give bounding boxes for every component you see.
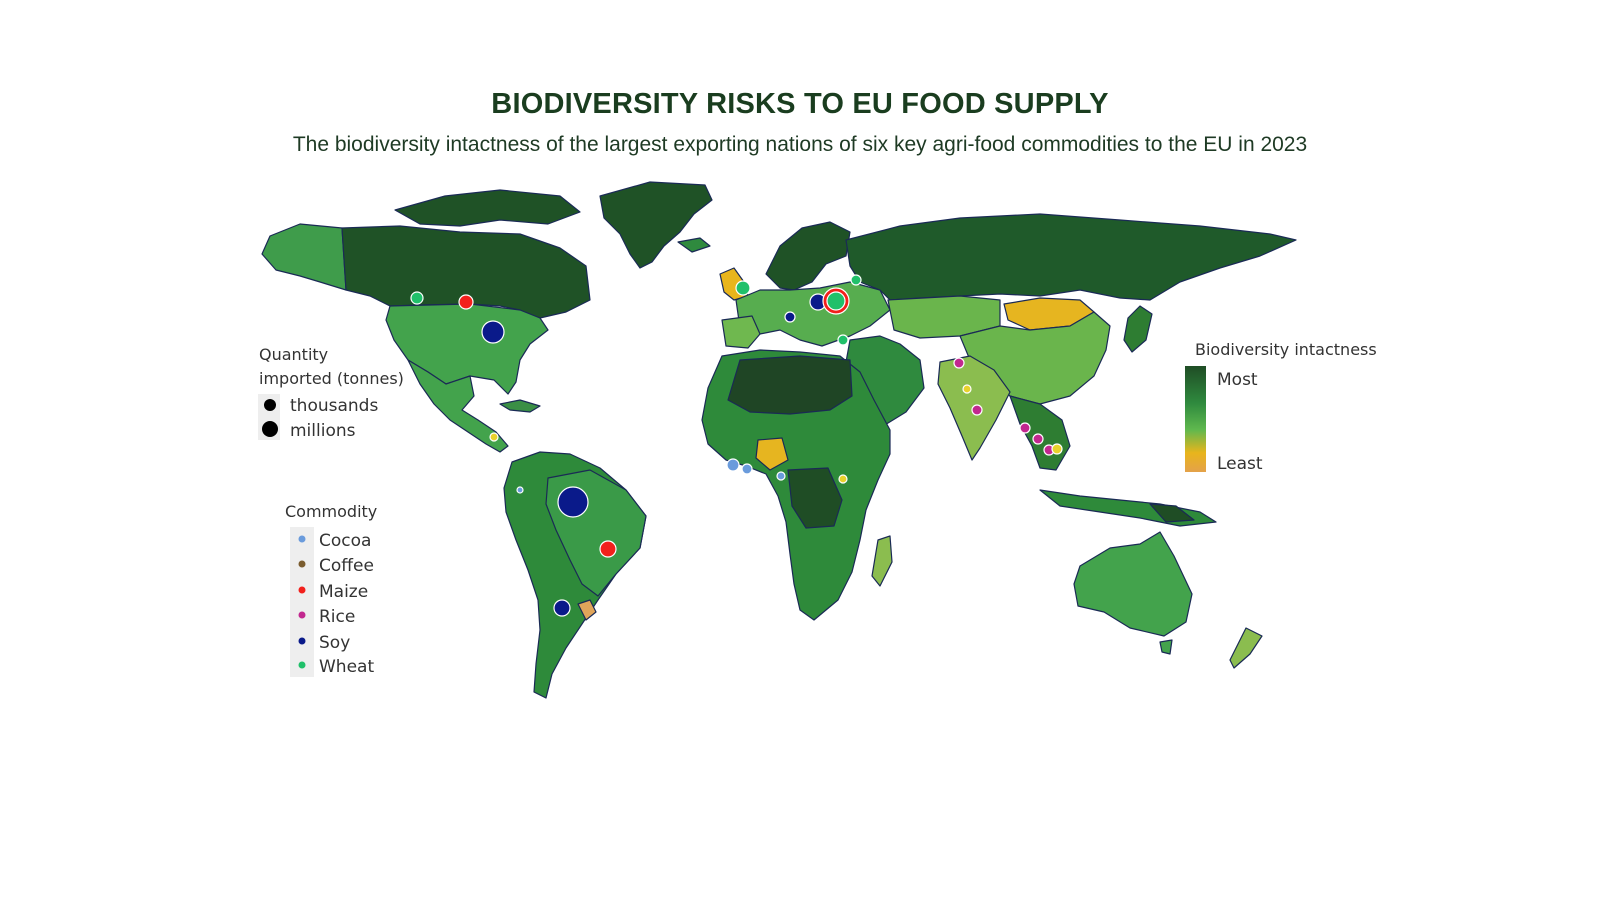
- land-russia: [845, 213, 1297, 301]
- bubble-coffee-honduras[interactable]: [489, 432, 499, 442]
- land-madagascar: [871, 535, 893, 587]
- commodity-legend: Commodity Cocoa Coffee Maize Rice Soy Wh…: [285, 502, 377, 677]
- land-europe: [735, 281, 891, 347]
- land-greenland: [599, 181, 713, 269]
- commodity-legend-title: Commodity: [285, 502, 377, 521]
- intactness-most-label: Most: [1217, 370, 1258, 390]
- intactness-least-label: Least: [1217, 454, 1263, 474]
- legend-rice[interactable]: Rice: [319, 607, 355, 627]
- bubble-rice-thailand[interactable]: [1032, 433, 1044, 445]
- land-uruguay: [577, 599, 597, 621]
- bubble-soy-argentina[interactable]: [553, 599, 571, 617]
- commodity-legend-swatch-bg: [290, 527, 314, 677]
- land-usa: [385, 303, 549, 395]
- legend-coffee[interactable]: Coffee: [319, 556, 374, 576]
- bubble-wheat-canada[interactable]: [410, 291, 424, 305]
- land-iceland: [677, 237, 711, 253]
- size-legend-thousands[interactable]: thousands: [290, 396, 378, 416]
- bubble-soy-usa[interactable]: [481, 320, 505, 344]
- bubble-rice-pakistan[interactable]: [953, 357, 965, 369]
- intactness-legend: Biodiversity intactness Most Least: [1185, 340, 1377, 474]
- bubble-soy-brazil[interactable]: [557, 486, 589, 518]
- bubble-rice-myanmar[interactable]: [1019, 422, 1031, 434]
- legend-maize[interactable]: Maize: [319, 582, 368, 602]
- map-title: BIODIVERSITY RISKS TO EU FOOD SUPPLY: [491, 88, 1109, 120]
- legend-maize-dot: [298, 586, 306, 594]
- map-subtitle: The biodiversity intactness of the large…: [292, 133, 1308, 156]
- size-legend-thousands-dot: [264, 399, 276, 411]
- bubble-coffee-vietnam[interactable]: [1051, 443, 1063, 455]
- bubble-cocoa-ecuador[interactable]: [516, 486, 524, 494]
- bubble-maize-canada[interactable]: [458, 294, 474, 310]
- bubble-wheat-ukraine[interactable]: [826, 291, 846, 311]
- bubble-rice-india[interactable]: [971, 404, 983, 416]
- bubble-cocoa-cameroon[interactable]: [776, 471, 786, 481]
- legend-soy-dot: [298, 637, 306, 645]
- size-legend: Quantity imported (tonnes) thousands mil…: [258, 345, 404, 441]
- land-australia: [1073, 531, 1193, 637]
- land-japan: [1123, 305, 1153, 353]
- bubble-soy-italy[interactable]: [784, 311, 796, 323]
- size-legend-title-2: imported (tonnes): [259, 369, 404, 388]
- legend-soy[interactable]: Soy: [319, 633, 350, 653]
- land-scandinavia: [765, 221, 851, 291]
- bubble-maize-brazil[interactable]: [599, 540, 617, 558]
- bubble-cocoa-ivory-coast[interactable]: [726, 458, 740, 472]
- legend-wheat[interactable]: Wheat: [319, 657, 374, 677]
- bubble-coffee-uganda[interactable]: [838, 474, 848, 484]
- land-southeast-asia: [1009, 395, 1071, 471]
- land-new-zealand: [1229, 627, 1263, 669]
- land-mexico-central-america: [407, 359, 509, 453]
- land-nigeria: [755, 437, 789, 471]
- intactness-colorbar: [1185, 366, 1206, 472]
- bubble-wheat-uk[interactable]: [735, 280, 751, 296]
- intactness-legend-title: Biodiversity intactness: [1195, 340, 1377, 359]
- bubble-layer: [410, 274, 1063, 617]
- legend-wheat-dot: [298, 661, 306, 669]
- legend-cocoa[interactable]: Cocoa: [319, 531, 371, 551]
- land-iberia: [721, 315, 761, 349]
- size-legend-millions[interactable]: millions: [290, 421, 356, 441]
- land-arctic-islands: [394, 189, 581, 227]
- land-tasmania: [1159, 639, 1173, 655]
- land-papua-new-guinea: [1149, 503, 1195, 523]
- land-layer: [261, 181, 1297, 699]
- bubble-wheat-russia[interactable]: [850, 274, 862, 286]
- land-sahara: [727, 355, 853, 415]
- bubble-coffee-india[interactable]: [962, 384, 972, 394]
- bubble-cocoa-ghana[interactable]: [741, 463, 753, 475]
- bubble-wheat-turkey[interactable]: [837, 334, 849, 346]
- land-alaska: [261, 223, 347, 291]
- size-legend-title-1: Quantity: [259, 345, 328, 364]
- land-caribbean: [499, 399, 541, 413]
- legend-cocoa-dot: [298, 535, 306, 543]
- land-congo: [787, 467, 843, 529]
- legend-rice-dot: [298, 611, 306, 619]
- size-legend-millions-dot: [262, 421, 278, 437]
- legend-coffee-dot: [298, 560, 306, 568]
